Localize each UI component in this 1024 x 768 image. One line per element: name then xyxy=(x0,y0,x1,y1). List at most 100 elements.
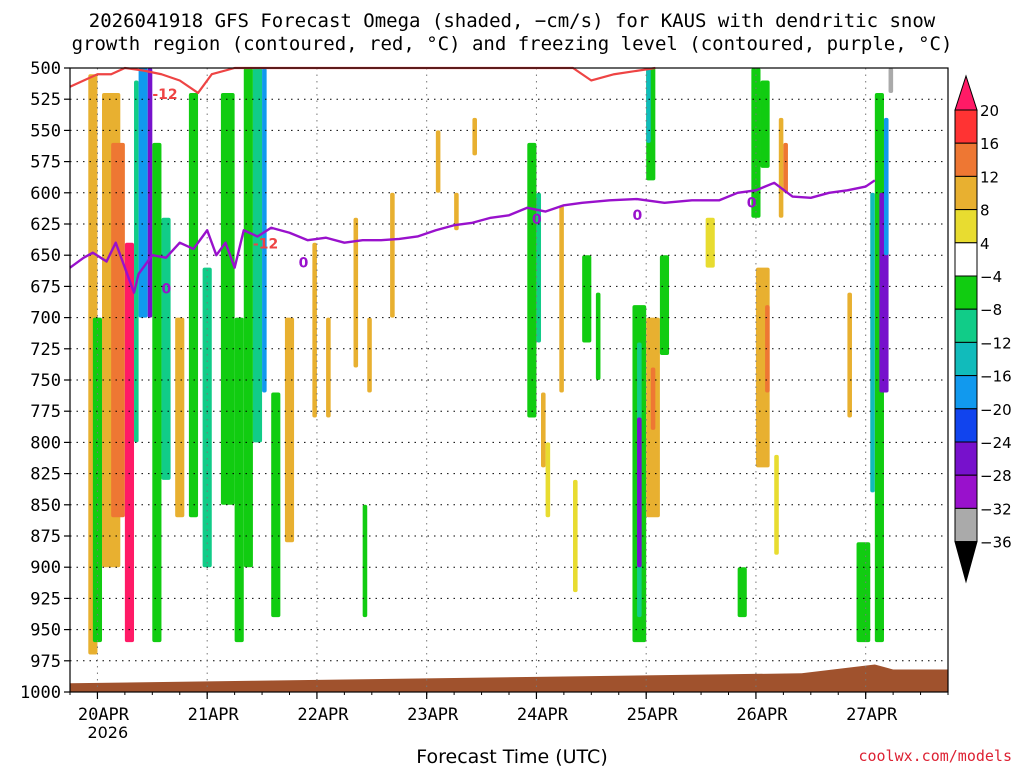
omega-cell-32 xyxy=(545,442,551,518)
omega-cell-19 xyxy=(284,317,295,543)
y-tick-label-575: 575 xyxy=(30,153,61,173)
y-tick-label-875: 875 xyxy=(30,527,61,547)
omega-cell-31 xyxy=(541,392,546,468)
x-tick-label-7: 27APR xyxy=(846,705,898,725)
x-tick-label-0: 20APR xyxy=(78,705,130,725)
colorbar-swatch-2 xyxy=(954,142,978,177)
omega-cell-18 xyxy=(271,392,281,618)
omega-cell-8 xyxy=(152,142,162,643)
site-credit: coolwx.com/models xyxy=(858,747,1012,765)
colorbar-swatch-12 xyxy=(954,474,978,509)
omega-cell-59 xyxy=(883,117,889,256)
colorbar-label-8: −16 xyxy=(980,368,1012,386)
x-tick-label-1: 21APR xyxy=(188,705,240,725)
omega-cell-44 xyxy=(659,255,670,356)
freezing-contour-label-0: 0 xyxy=(161,282,171,298)
freezing-contour-label-2: 0 xyxy=(532,212,542,228)
y-tick-label-550: 550 xyxy=(30,121,61,141)
colorbar-label-12: −32 xyxy=(980,500,1012,518)
colorbar-top-arrow xyxy=(954,74,978,111)
y-tick-label-850: 850 xyxy=(30,496,61,516)
colorbar-label-1: 16 xyxy=(980,135,999,153)
omega-cell-1 xyxy=(92,317,103,643)
colorbar: 20 16 12 8 4 −4 −8 −12 −16 −20 −24 −28 −32 −36 xyxy=(954,74,1012,584)
contours: -12 -12 0 0 0 0 0 xyxy=(69,66,876,298)
colorbar-label-9: −20 xyxy=(980,401,1012,419)
colorbar-swatch-5 xyxy=(954,242,978,277)
omega-cell-54 xyxy=(847,292,852,418)
omega-cell-9 xyxy=(161,217,171,480)
ground-surface xyxy=(70,664,948,692)
omega-cell-24 xyxy=(367,317,372,393)
colorbar-label-5: −4 xyxy=(980,268,1002,286)
omega-cell-36 xyxy=(595,292,601,380)
omega-cell-56 xyxy=(870,192,875,493)
omega-cell-10 xyxy=(175,317,185,518)
x-tick-label-3: 23APR xyxy=(407,705,459,725)
dendritic-contour-label-0: -12 xyxy=(152,87,177,103)
colorbar-label-0: 20 xyxy=(980,102,999,120)
colorbar-swatch-4 xyxy=(954,209,978,244)
y-tick-label-500: 500 xyxy=(30,59,61,79)
y-tick-label-725: 725 xyxy=(30,340,61,360)
y-tick-label-625: 625 xyxy=(30,215,61,235)
plot-frame xyxy=(69,67,949,693)
colorbar-swatch-8 xyxy=(954,341,978,377)
omega-cell-51 xyxy=(774,454,779,555)
omega-cell-53 xyxy=(783,142,788,193)
omega-cell-33 xyxy=(559,205,564,393)
omega-cell-28 xyxy=(472,117,477,156)
omega-cell-23 xyxy=(362,504,368,618)
y-tick-label-525: 525 xyxy=(30,90,61,110)
colorbar-label-11: −28 xyxy=(980,467,1012,485)
chart-title-line-2: growth region (contoured, red, °C) and f… xyxy=(71,33,953,55)
colorbar-label-7: −12 xyxy=(980,334,1012,352)
y-tick-label-650: 650 xyxy=(30,246,61,266)
omega-cell-13 xyxy=(220,92,235,505)
colorbar-swatch-11 xyxy=(954,441,978,476)
omega-cell-27 xyxy=(454,192,459,231)
omega-cell-50 xyxy=(765,305,770,393)
x-axis-title: Forecast Time (UTC) xyxy=(416,746,608,768)
colorbar-swatch-3 xyxy=(954,175,978,211)
y-tick-label-700: 700 xyxy=(30,309,61,329)
omega-cell-16 xyxy=(252,68,263,443)
y-tick-label-750: 750 xyxy=(30,371,61,391)
dendritic-contour-line xyxy=(69,66,656,95)
omega-cell-6 xyxy=(138,68,148,318)
omega-cell-26 xyxy=(435,130,441,193)
omega-cell-34 xyxy=(573,479,578,593)
omega-cell-14 xyxy=(234,317,244,643)
chart-title-line-1: 2026041918 GFS Forecast Omega (shaded, −… xyxy=(88,10,936,32)
omega-cell-60 xyxy=(888,68,894,93)
omega-cell-46 xyxy=(737,567,747,618)
grid-lines xyxy=(70,68,948,692)
omega-cell-55 xyxy=(856,542,871,643)
x-tick-sublabel-0: 2026 xyxy=(87,723,128,742)
freezing-level-line xyxy=(69,179,876,294)
colorbar-swatch-6 xyxy=(954,275,978,310)
x-tick-label-6: 26APR xyxy=(736,705,788,725)
colorbar-swatch-13 xyxy=(954,507,978,543)
y-tick-label-800: 800 xyxy=(30,433,61,453)
colorbar-label-13: −36 xyxy=(980,534,1012,552)
omega-cell-30 xyxy=(536,192,542,343)
omega-cell-47 xyxy=(751,68,761,218)
y-tick-label-900: 900 xyxy=(30,558,61,578)
colorbar-label-4: 4 xyxy=(980,235,990,253)
omega-cell-52 xyxy=(778,117,784,218)
omega-cell-20 xyxy=(312,242,317,418)
freezing-contour-label-1: 0 xyxy=(299,255,309,271)
ground-fill xyxy=(70,664,948,692)
y-tick-label-975: 975 xyxy=(30,652,61,672)
omega-cell-29 xyxy=(527,142,537,418)
omega-cell-3 xyxy=(111,142,125,518)
x-tick-label-2: 22APR xyxy=(297,705,349,725)
colorbar-label-10: −24 xyxy=(980,434,1012,452)
colorbar-label-2: 12 xyxy=(980,168,999,186)
omega-shading xyxy=(88,68,894,655)
omega-cell-39 xyxy=(637,417,642,568)
freezing-contour-label-3: 0 xyxy=(632,208,642,224)
